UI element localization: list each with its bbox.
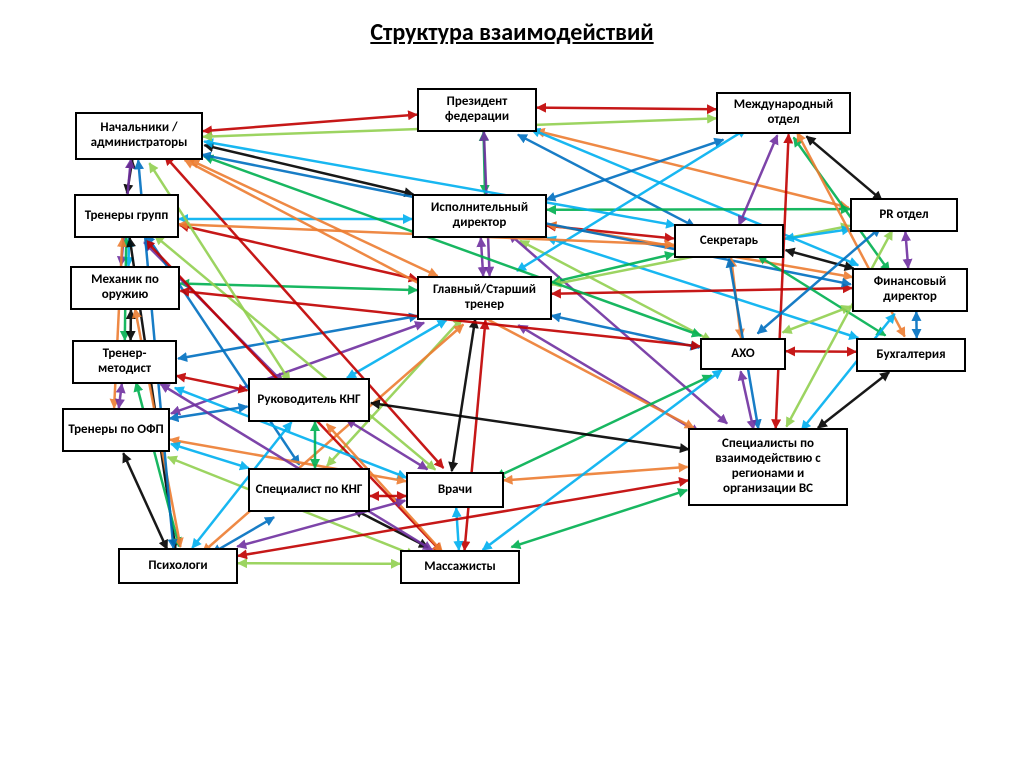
edge-president-intl [537, 108, 716, 110]
node-intl: Международный отдел [716, 92, 851, 134]
edge-aho-massage [483, 370, 722, 550]
edge-methodist-kng_lead [176, 376, 247, 391]
edge-president-exec [484, 132, 486, 194]
edge-head_tr-regions [518, 325, 699, 433]
edge-head_tr-psych [203, 325, 464, 553]
edge-secretary-pr [785, 229, 851, 239]
edge-intl-regions [776, 134, 789, 428]
node-admins: Начальники / администраторы [75, 112, 203, 160]
node-regions: Специалисты по взаимодействию с регионам… [688, 428, 848, 506]
node-president: Президент федерации [417, 88, 537, 132]
edge-aho-regions [741, 371, 754, 429]
edge-kng_lead-doctors [346, 419, 427, 469]
edge-president-pr [536, 131, 849, 208]
node-massage: Массажисты [400, 550, 520, 584]
edge-head_tr-doctors [452, 319, 475, 471]
edge-head_tr-group_tr [180, 225, 418, 280]
edge-group_tr-doctors [155, 236, 436, 470]
edge-intl-pr [806, 136, 882, 200]
edge-ofp-psych [123, 453, 167, 549]
edge-exec-regions [509, 234, 727, 424]
edge-head_tr-aho [551, 316, 699, 348]
edge-exec-secretary [547, 226, 674, 239]
edge-president-admins [203, 115, 417, 132]
edge-secretary-intl [739, 135, 777, 225]
node-findir: Финансовый директор [852, 268, 968, 312]
edge-accounting-regions [818, 372, 890, 428]
edge-admins-group_tr [127, 160, 132, 194]
edge-pr-regions [786, 231, 892, 427]
diagram-canvas: Структура взаимодействий Начальники / ад… [0, 0, 1024, 767]
node-methodist: Тренер-методист [72, 340, 177, 384]
edge-pr-findir [905, 232, 908, 268]
edge-ofp-kng_spec [171, 444, 249, 468]
edge-doctors-massage [456, 508, 459, 550]
edge-regions-massage [511, 490, 687, 547]
node-doctors: Врачи [406, 472, 504, 508]
node-secretary: Секретарь [674, 224, 784, 258]
node-pr: PR отдел [850, 198, 958, 232]
edge-doctors-aho [496, 375, 712, 477]
node-exec: Исполнительный директор [412, 194, 547, 238]
page-title: Структура взаимодействий [0, 18, 1024, 47]
node-kng_spec: Специалист по КНГ [248, 468, 370, 512]
node-ofp: Тренеры по ОФП [62, 408, 170, 452]
edge-kng_spec-massage [354, 509, 429, 547]
edge-head_tr-admins [190, 160, 437, 276]
edge-exec-intl [546, 140, 723, 200]
edge-exec-admins [204, 145, 413, 194]
edge-head_tr-massage [465, 320, 486, 550]
node-group_tr: Тренеры групп [74, 194, 179, 238]
edge-head_tr-mechanic [180, 284, 417, 291]
edge-head_tr-findir [552, 288, 852, 294]
node-psych: Психологи [118, 548, 238, 584]
edge-secretary-findir [786, 250, 854, 268]
edge-head_tr-secretary [552, 254, 674, 282]
node-accounting: Бухгалтерия [856, 338, 966, 372]
edge-exec-pr [547, 209, 850, 210]
node-mechanic: Механик по оружию [70, 266, 180, 310]
edge-psych-massage [238, 563, 400, 564]
edge-doctors-regions [504, 467, 688, 481]
edge-ofp-kng_lead [170, 407, 248, 419]
edge-exec-head_tr [481, 238, 483, 276]
edge-head_tr-methodist [178, 316, 418, 359]
edge-group_tr-mechanic [129, 238, 130, 266]
node-head_tr: Главный/Старший тренер [417, 276, 552, 320]
edge-head_tr-kng_lead [347, 320, 447, 378]
node-aho: АХО [700, 338, 786, 370]
edge-secretary-aho [731, 258, 741, 338]
edge-aho-findir [783, 306, 851, 332]
node-kng_lead: Руководитель КНГ [248, 378, 370, 422]
edge-methodist-ofp [119, 384, 122, 408]
edge-regions-kng_lead [371, 403, 689, 449]
